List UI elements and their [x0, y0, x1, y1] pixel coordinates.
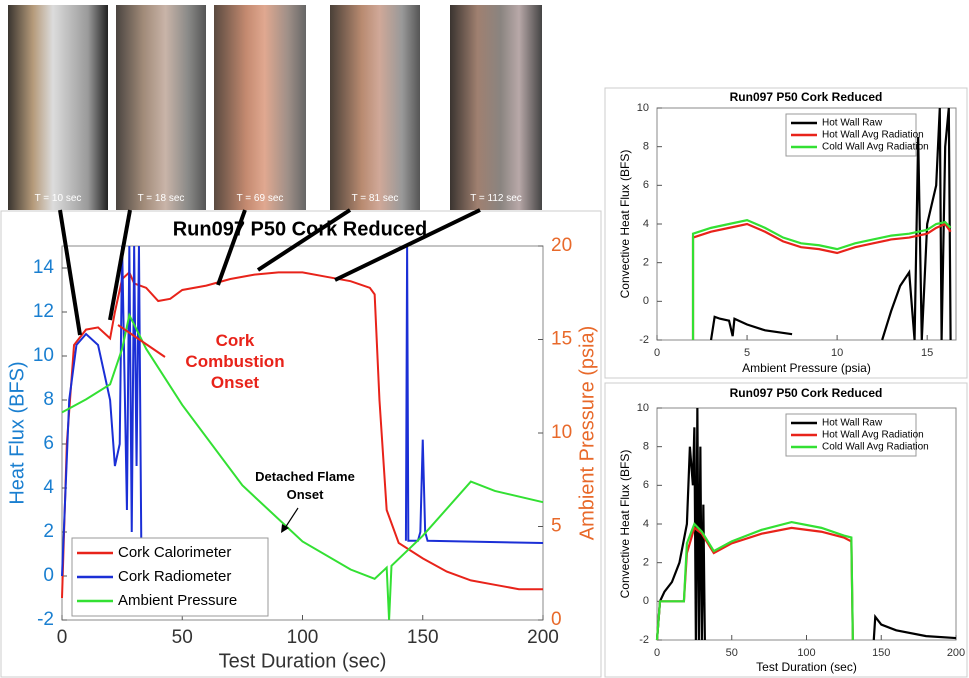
series-line [61, 312, 544, 621]
series-line [61, 270, 543, 599]
y-tick-label: 4 [43, 477, 54, 498]
connector [216, 209, 247, 286]
photo: T = 18 sec [116, 5, 206, 210]
photo-label: T = 81 sec [351, 193, 399, 204]
x-tick-label: 0 [57, 627, 68, 648]
legend-label: Ambient Pressure [118, 592, 237, 609]
y-tick-label: 10 [33, 345, 54, 366]
y-tick-label: 2 [643, 257, 649, 269]
x-axis-label: Ambient Pressure (psia) [742, 361, 871, 375]
y-tick-label: 8 [643, 141, 649, 153]
y-tick-label: 6 [43, 433, 54, 454]
photo-label: T = 10 sec [34, 193, 82, 204]
y-tick-label: 4 [643, 218, 649, 230]
legend-label: Cork Calorimeter [118, 544, 231, 561]
series-line [404, 245, 544, 544]
x-tick-label: 150 [872, 647, 890, 659]
y-tick-label: 14 [33, 257, 55, 278]
y-tick-label: -2 [639, 334, 649, 346]
series-line [61, 245, 143, 577]
x-tick-label: 200 [947, 647, 965, 659]
annotation: Detached Flame Onset [255, 469, 355, 502]
legend-label: Hot Wall Raw [822, 118, 883, 129]
y-tick-label: 8 [43, 389, 54, 410]
x-axis-label: Test Duration (sec) [219, 650, 387, 672]
y-axis-label: Convective Heat Flux (BFS) [618, 150, 632, 299]
annotation: Cork Combustion Onset [185, 331, 285, 392]
y-tick-label: 2 [43, 521, 54, 542]
photo-label: T = 18 sec [137, 193, 185, 204]
x-tick-label: 10 [831, 347, 843, 359]
arrowhead [281, 524, 289, 533]
chart-title: Run097 P50 Cork Reduced [173, 218, 428, 240]
y-tick-label: 12 [33, 301, 54, 322]
y-tick-label: -2 [639, 634, 649, 646]
connectors [58, 208, 481, 336]
pointer [284, 507, 299, 529]
legend-label: Cold Wall Avg Radiation [822, 442, 929, 453]
y2-tick-label: 5 [551, 516, 562, 537]
y2-tick-label: 0 [551, 609, 562, 630]
y-tick-label: -2 [37, 609, 54, 630]
series-line [655, 407, 706, 641]
x-tick-label: 50 [172, 627, 193, 648]
connector [256, 208, 352, 272]
y2-axis-label: Ambient Pressure (psia) [576, 326, 598, 541]
plots: Run097 P50 Cork Reduced Test Duration (se… [6, 90, 965, 674]
series-line [709, 315, 793, 341]
x-tick-label: 50 [726, 647, 738, 659]
connector [334, 208, 481, 282]
legend-label: Hot Wall Raw [822, 418, 883, 429]
panel [0, 210, 602, 678]
legend-label: Hot Wall Avg Radiation [822, 430, 924, 441]
x-tick-label: 0 [654, 647, 660, 659]
series-line [691, 218, 952, 340]
series-line [872, 613, 957, 641]
y-tick-label: 2 [643, 557, 649, 569]
y-axis-label: Heat Flux (BFS) [6, 361, 28, 504]
photo: T = 81 sec [330, 5, 420, 210]
series-line [655, 520, 854, 641]
photo-label: T = 112 sec [470, 193, 522, 204]
y-tick-label: 6 [643, 479, 649, 491]
y-tick-label: 10 [637, 102, 649, 114]
legend-label: Cold Wall Avg Radiation [822, 142, 929, 153]
x-axis-label: Test Duration (sec) [756, 660, 857, 674]
photo-label: T = 69 sec [236, 193, 284, 204]
series-line [691, 222, 952, 340]
photo: T = 69 sec [214, 5, 306, 210]
y2-tick-label: 20 [551, 235, 572, 256]
x-tick-label: 100 [287, 627, 319, 648]
connector [108, 209, 132, 321]
y-axis-label: Convective Heat Flux (BFS) [618, 450, 632, 599]
legend-label: Cork Radiometer [118, 568, 231, 585]
y-tick-label: 8 [643, 441, 649, 453]
y-tick-label: 0 [43, 565, 54, 586]
panel [604, 382, 968, 678]
y-tick-label: 0 [643, 295, 649, 307]
x-tick-label: 100 [797, 647, 815, 659]
legend-label: Hot Wall Avg Radiation [822, 130, 924, 141]
chart-title: Run097 P50 Cork Reduced [730, 90, 883, 104]
pointer [117, 324, 166, 358]
y-tick-label: 6 [643, 179, 649, 191]
chart-title: Run097 P50 Cork Reduced [730, 386, 883, 400]
x-tick-label: 0 [654, 347, 660, 359]
y2-tick-label: 15 [551, 329, 572, 350]
y-tick-label: 0 [643, 595, 649, 607]
y-tick-label: 4 [643, 518, 649, 530]
x-tick-label: 15 [921, 347, 933, 359]
connector [58, 209, 82, 336]
x-tick-label: 5 [744, 347, 750, 359]
x-tick-label: 200 [527, 627, 559, 648]
y2-tick-label: 10 [551, 422, 572, 443]
y-tick-label: 10 [637, 402, 649, 414]
panel [604, 87, 968, 379]
series-line [881, 107, 952, 341]
photo: T = 112 sec [450, 5, 542, 210]
x-tick-label: 150 [407, 627, 439, 648]
photo: T = 10 sec [8, 5, 108, 210]
